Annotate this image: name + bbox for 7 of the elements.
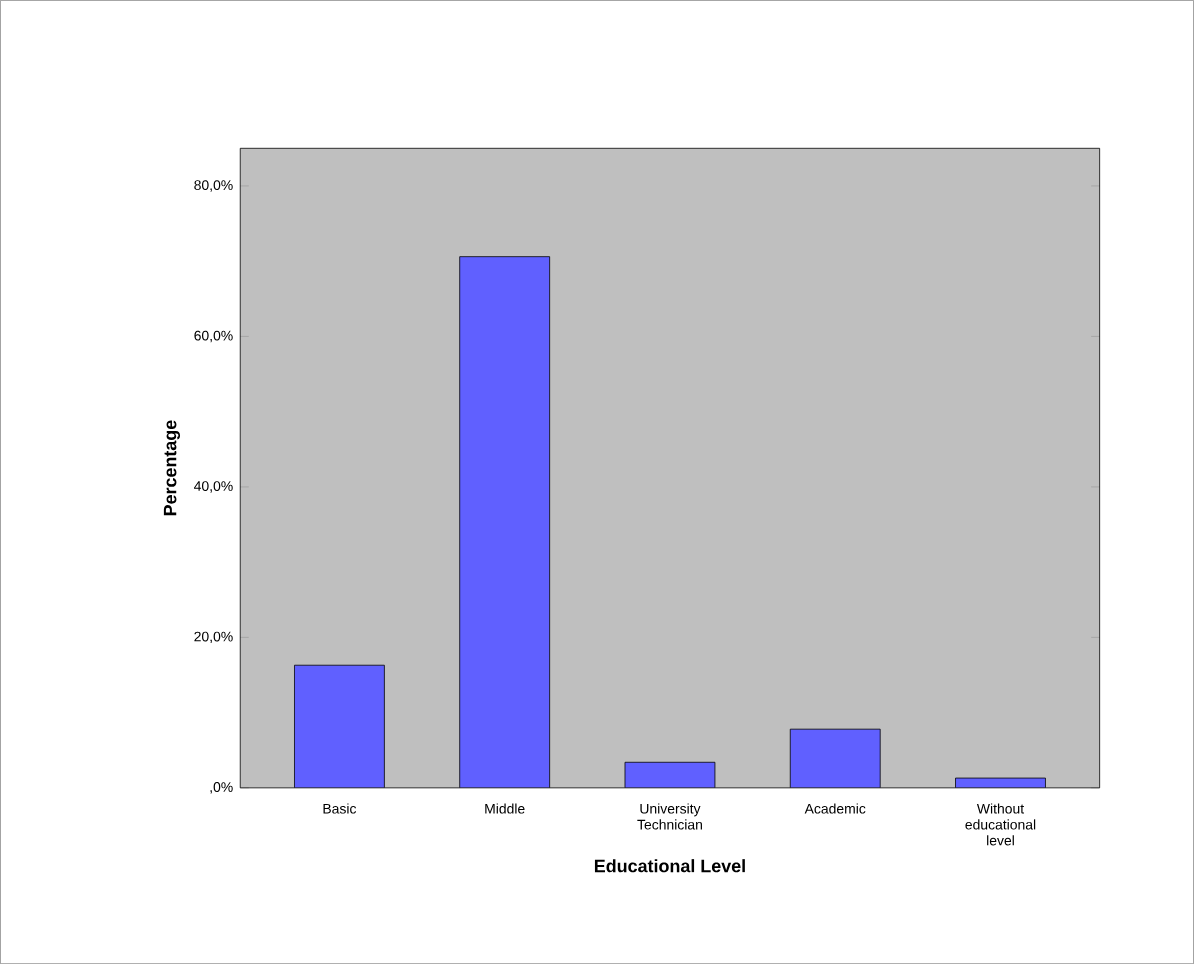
bar: [459, 256, 551, 788]
x-axis-title: Educational Level: [594, 859, 745, 873]
bar: [955, 777, 1046, 788]
y-axis-title: Percentage: [163, 420, 181, 516]
bar: [789, 728, 881, 788]
bar: [624, 761, 716, 788]
bar: [294, 664, 385, 788]
